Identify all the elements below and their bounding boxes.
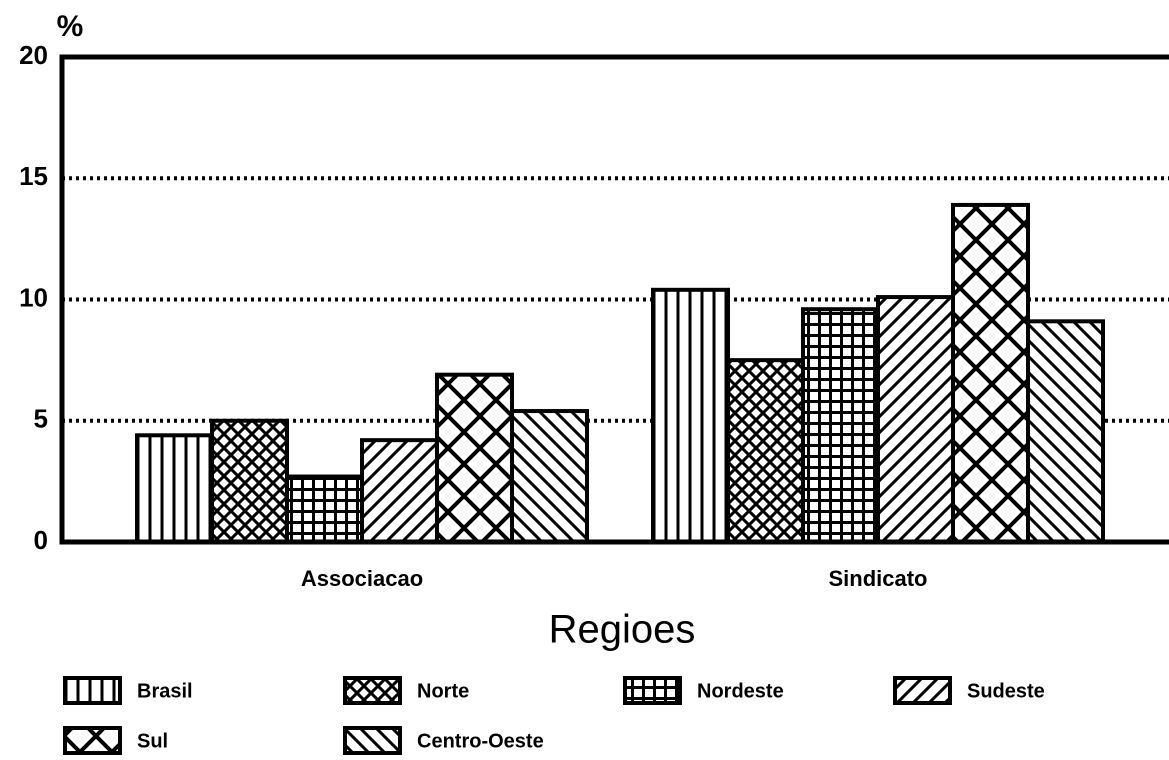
x-tick-label: Associacao [301, 566, 423, 591]
bar [726, 358, 805, 544]
bar [510, 409, 589, 544]
x-axis-label: Regioes [549, 608, 696, 652]
bar [285, 474, 364, 544]
plot: 0 5 10 15 20 Associacao Sindicato Brasil Norte No… [19, 40, 1169, 755]
bar [951, 202, 1030, 545]
legend-label: Centro-Oeste [417, 730, 544, 752]
axis-frame [59, 54, 1169, 545]
legend-swatch [63, 726, 122, 755]
y-tick-label: 5 [34, 404, 48, 434]
y-tick-label: 0 [34, 525, 48, 555]
legend-label: Sul [137, 730, 168, 752]
bar [876, 295, 955, 545]
y-tick-label: 15 [19, 161, 48, 191]
y-axis-label: % [57, 10, 84, 43]
legend-swatch [343, 676, 402, 705]
legend-swatch [893, 676, 952, 705]
legend-swatch [343, 726, 402, 755]
bar [651, 287, 730, 544]
legend-swatch [63, 676, 122, 705]
bar [210, 418, 289, 544]
legend-label: Nordeste [697, 680, 784, 702]
legend-swatch [623, 676, 682, 705]
y-tick-label: 10 [19, 282, 48, 312]
bar [360, 438, 439, 544]
bar [435, 372, 514, 544]
bar [801, 307, 880, 545]
legend-label: Brasil [137, 680, 193, 702]
y-tick-label: 20 [19, 40, 48, 70]
legend-label: Norte [417, 680, 469, 702]
x-tick-label: Sindicato [828, 566, 927, 591]
bar [135, 433, 214, 544]
bar [1026, 319, 1105, 545]
legend-label: Sudeste [967, 680, 1045, 702]
